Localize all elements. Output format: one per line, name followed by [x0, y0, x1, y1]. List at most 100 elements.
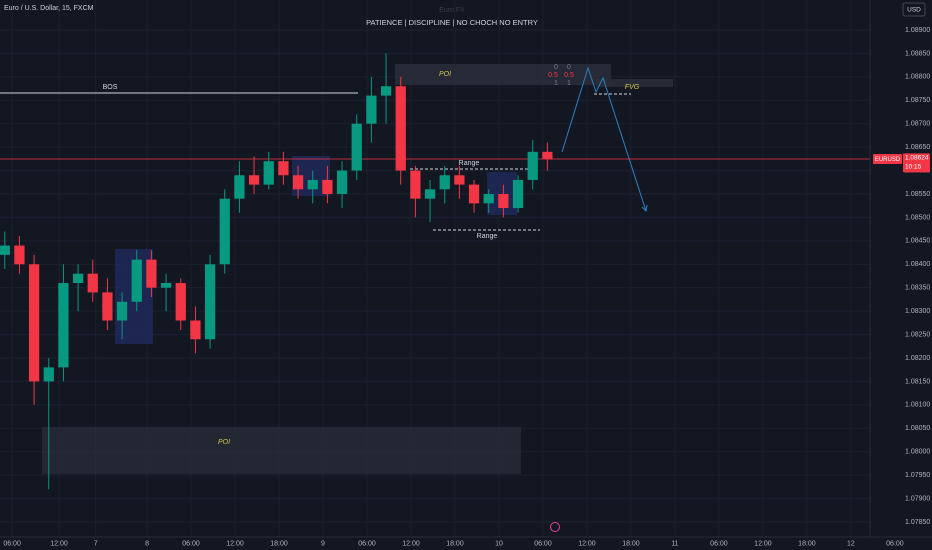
candle-body	[116, 301, 128, 321]
y-tick-label: 1.08050	[905, 425, 930, 432]
price-badge	[903, 153, 930, 173]
x-tick-label: 12:00	[578, 540, 596, 547]
candle-body	[131, 259, 142, 302]
x-tick-label: 18:00	[798, 540, 816, 547]
candle-body	[454, 175, 465, 185]
candle-body	[527, 151, 538, 180]
y-tick-label: 1.08300	[905, 308, 930, 315]
symbol-label: EURUSD	[875, 157, 901, 163]
fvg-label: FVG	[625, 84, 640, 91]
candle-body	[410, 170, 421, 199]
candle-body	[72, 273, 84, 284]
y-tick-label: 1.07850	[905, 519, 930, 526]
candle-body	[160, 283, 172, 288]
x-tick-label: 8	[145, 540, 149, 547]
axis-labels: 1.08900 1.08850 1.08800 1.08750 1.08700 1.086…	[3, 27, 930, 548]
countdown: 10:15	[905, 164, 922, 171]
y-tick-label: 1.08000	[905, 449, 930, 456]
x-tick-label: 12:00	[754, 540, 772, 547]
candle-body	[28, 264, 40, 382]
y-tick-label: 1.08400	[905, 261, 930, 268]
y-tick-label: 1.08850	[905, 50, 930, 57]
y-tick-label: 1.08550	[905, 191, 930, 198]
x-tick-label: 12:00	[402, 540, 420, 547]
bos-label: BOS	[103, 84, 118, 91]
candle-body	[307, 179, 318, 190]
y-tick-label: 1.08750	[905, 97, 930, 104]
candle-body	[395, 86, 406, 171]
x-tick-label: 10	[495, 540, 503, 547]
x-tick-label: 06:00	[182, 540, 200, 547]
y-tick-label: 1.08500	[905, 214, 930, 221]
candle-body	[351, 123, 362, 171]
price-axis	[870, 0, 932, 550]
poi-label: POI	[218, 439, 230, 446]
y-tick-label: 1.08350	[905, 285, 930, 292]
x-tick-label: 06:00	[358, 540, 376, 547]
fib-label: 0.5	[564, 72, 574, 79]
fvg-zone	[596, 79, 673, 87]
projection-path	[561, 66, 647, 212]
grid	[0, 0, 870, 537]
last-price-label: 1.08624	[905, 155, 929, 162]
x-tick-label: 9	[321, 540, 325, 547]
y-tick-label: 1.08200	[905, 355, 930, 362]
x-tick-label: 18:00	[270, 540, 288, 547]
range-label: Range	[477, 233, 498, 240]
candle-body	[468, 184, 480, 204]
candle-body	[14, 245, 25, 265]
x-tick-label: 06:00	[534, 540, 552, 547]
candle-body	[380, 86, 392, 96]
candle-body	[175, 283, 186, 321]
y-tick-label: 1.08900	[905, 27, 930, 34]
poi-zone	[42, 427, 521, 474]
y-tick-label: 1.08700	[905, 121, 930, 128]
watermark: Euro FX	[439, 7, 465, 14]
fib-label: 0.5	[548, 72, 558, 79]
fib-label: 0	[567, 64, 571, 71]
candle-body	[292, 175, 304, 190]
candle-body	[146, 259, 157, 288]
candle-body	[0, 245, 10, 255]
candle-body	[219, 198, 230, 265]
arrow-head	[641, 204, 648, 213]
x-tick-label: 12:00	[226, 540, 244, 547]
candle-body	[102, 292, 113, 321]
replay-icon[interactable]	[550, 522, 560, 532]
candle-body	[512, 179, 524, 209]
candle-body	[483, 193, 494, 204]
currency-button[interactable]	[902, 2, 926, 17]
x-tick-label: 06:00	[710, 540, 728, 547]
candle-body	[58, 283, 69, 368]
y-tick-label: 1.07900	[905, 495, 930, 502]
x-tick-label: 7	[94, 540, 98, 547]
candles	[0, 53, 553, 490]
y-tick-label: 1.08450	[905, 238, 930, 245]
currency-label[interactable]: USD	[907, 7, 921, 14]
candle-body	[234, 175, 245, 199]
candle-body	[87, 273, 98, 293]
candle-body	[204, 264, 216, 340]
y-tick-label: 1.08150	[905, 378, 930, 385]
x-tick-label: 11	[671, 540, 678, 547]
y-tick-label: 1.08800	[905, 74, 930, 81]
candle-body	[278, 161, 289, 176]
candle-body	[498, 193, 509, 209]
candle-body	[263, 161, 274, 185]
y-tick-label: 1.08100	[905, 402, 930, 409]
candle-body	[439, 175, 450, 190]
candle-body	[43, 367, 54, 382]
fib-label: 1	[567, 80, 571, 87]
y-tick-label: 1.07950	[905, 472, 930, 479]
candle-body	[336, 170, 348, 194]
order-block	[487, 172, 517, 215]
range-label: Range	[459, 160, 480, 167]
annotation-labels: BOS POI POI FVG Range Range 0 0 0.5 0.5 …	[103, 64, 640, 446]
symbol-badge	[873, 154, 902, 164]
x-tick-label: 18:00	[622, 540, 640, 547]
poi-label: POI	[439, 71, 451, 78]
fib-label: 0	[554, 64, 558, 71]
candle-body	[542, 151, 553, 160]
